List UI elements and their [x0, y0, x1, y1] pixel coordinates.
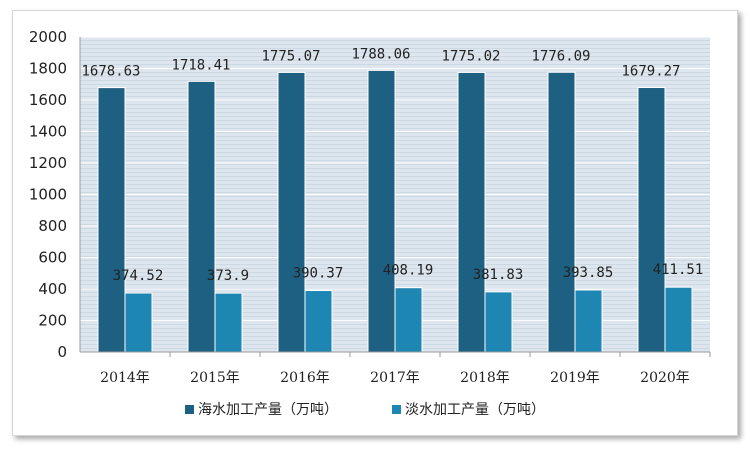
x-tick-label: 2014年 — [100, 370, 150, 386]
x-tick-label: 2018年 — [460, 370, 510, 386]
data-label: 373.9 — [207, 268, 249, 284]
bar-series-2 — [304, 290, 333, 353]
data-label: 1679.27 — [621, 64, 680, 80]
x-axis: 2014年 2015年 2016年 2017年 2018年 2019年 2020年 — [80, 351, 711, 386]
data-label: 1776.09 — [531, 48, 590, 64]
data-label: 381.83 — [473, 267, 524, 283]
bar-series-1 — [547, 71, 576, 353]
data-label: 1775.02 — [441, 48, 500, 64]
data-label: 408.19 — [383, 263, 434, 279]
bar-series-2 — [124, 292, 153, 353]
y-tick-label: 0 — [57, 343, 67, 361]
y-tick-label: 1600 — [29, 91, 67, 109]
y-tick-label: 1400 — [29, 123, 67, 141]
legend: 海水加工产量（万吨） 淡水加工产量（万吨） — [185, 402, 545, 418]
data-label: 390.37 — [293, 266, 344, 282]
bar-series-2 — [664, 286, 693, 353]
data-label: 1775.07 — [261, 48, 320, 64]
data-label: 1718.41 — [171, 57, 230, 73]
y-tick-label: 1200 — [29, 154, 67, 172]
bar-series-2 — [394, 287, 423, 353]
bar-series-2 — [214, 292, 243, 353]
y-tick-label: 400 — [38, 280, 67, 298]
legend-label-2: 淡水加工产量（万吨） — [405, 402, 545, 418]
data-label: 1788.06 — [351, 46, 410, 62]
data-labels: 1678.63 374.52 1718.41 373.9 1775.07 390.37 17… — [81, 46, 703, 284]
legend-label-1: 海水加工产量（万吨） — [198, 402, 338, 418]
y-tick-label: 2000 — [29, 28, 67, 46]
bars — [97, 69, 693, 353]
y-tick-label: 800 — [38, 217, 67, 235]
bar-series-1 — [367, 69, 396, 353]
x-tick-label: 2015年 — [190, 370, 240, 386]
legend-swatch-2 — [392, 405, 401, 414]
bar-series-1 — [187, 80, 216, 353]
bar-series-1 — [637, 87, 666, 353]
legend-swatch-1 — [185, 405, 194, 414]
data-label: 1678.63 — [81, 64, 140, 80]
bar-series-2 — [574, 289, 603, 353]
data-label: 374.52 — [113, 268, 164, 284]
x-tick-label: 2016年 — [280, 370, 330, 386]
bar-series-1 — [97, 87, 126, 353]
data-label: 393.85 — [563, 265, 614, 281]
y-axis: 0 200 400 600 800 1000 1200 1400 1600 1800 2000 — [29, 28, 81, 361]
x-tick-label: 2017年 — [370, 370, 420, 386]
bar-series-1 — [277, 71, 306, 353]
y-tick-label: 1000 — [29, 186, 67, 204]
x-tick-label: 2019年 — [550, 370, 600, 386]
bar-series-2 — [484, 291, 513, 353]
y-tick-label: 1800 — [29, 60, 67, 78]
data-label: 411.51 — [653, 262, 704, 278]
y-tick-label: 200 — [38, 312, 67, 330]
x-tick-label: 2020年 — [640, 370, 690, 386]
bar-series-1 — [457, 71, 486, 353]
y-tick-label: 600 — [38, 249, 67, 267]
